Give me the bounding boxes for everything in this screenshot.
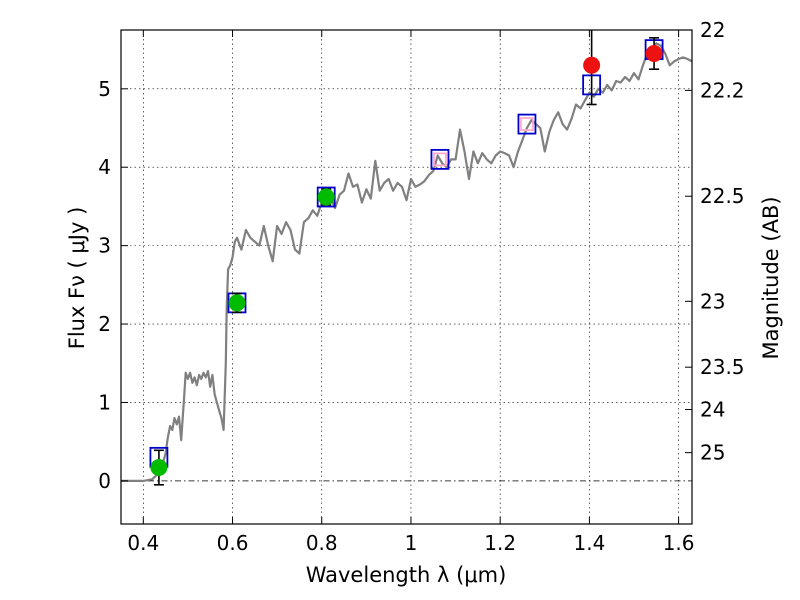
model-spectrum-layer bbox=[121, 42, 693, 482]
detection-point bbox=[228, 294, 246, 312]
right-tick-label: 22 bbox=[700, 18, 725, 42]
right-tick-label: 23 bbox=[700, 289, 725, 313]
detections-layer bbox=[150, 30, 663, 486]
ticks bbox=[121, 29, 692, 524]
detection-point bbox=[583, 56, 601, 74]
right-axis-label: Magnitude (AB) bbox=[759, 196, 783, 359]
x-tick-label: 1.4 bbox=[573, 531, 605, 555]
x-axis-label: Wavelength λ (μm) bbox=[306, 563, 507, 587]
x-tick-label: 1.6 bbox=[663, 531, 695, 555]
model-points-layer bbox=[149, 39, 664, 468]
detection-point bbox=[645, 45, 663, 63]
model-point-box bbox=[430, 148, 450, 170]
model-spectrum-line bbox=[121, 42, 693, 482]
right-tick-label: 24 bbox=[700, 398, 725, 422]
detection-point bbox=[317, 188, 335, 206]
x-tick-label: 0.4 bbox=[127, 531, 159, 555]
y-tick-label: 2 bbox=[98, 312, 111, 336]
y-tick-label: 4 bbox=[98, 155, 111, 179]
right-tick-label: 22.2 bbox=[700, 78, 745, 102]
right-tick-labels: 22 22.2 22.5 23 23.5 24 25 bbox=[700, 18, 745, 465]
x-tick-label: 1.2 bbox=[484, 531, 516, 555]
right-tick-label: 23.5 bbox=[700, 355, 745, 379]
y-tick-label: 1 bbox=[98, 390, 111, 414]
grid bbox=[121, 30, 692, 524]
model-point-box bbox=[517, 113, 537, 135]
detection-point bbox=[150, 459, 168, 477]
x-tick-label: 0.8 bbox=[306, 531, 338, 555]
y-tick-label: 3 bbox=[98, 234, 111, 258]
nondetection-marker bbox=[520, 117, 534, 131]
y-axis-label: Flux Fν ( μJy ) bbox=[65, 207, 89, 350]
y-tick-label: 0 bbox=[98, 469, 111, 493]
x-tick-labels: 0.4 0.6 0.8 1 1.2 1.4 1.6 bbox=[127, 531, 694, 555]
y-tick-label: 5 bbox=[98, 77, 111, 101]
right-tick-label: 22.5 bbox=[700, 184, 745, 208]
x-tick-label: 0.6 bbox=[217, 531, 249, 555]
right-tick-label: 25 bbox=[700, 441, 725, 465]
plot-frame bbox=[120, 29, 693, 525]
y-tick-labels: 0 1 2 3 4 5 bbox=[98, 77, 111, 493]
nondetection-marker bbox=[433, 152, 447, 167]
x-tick-label: 1 bbox=[405, 531, 418, 555]
